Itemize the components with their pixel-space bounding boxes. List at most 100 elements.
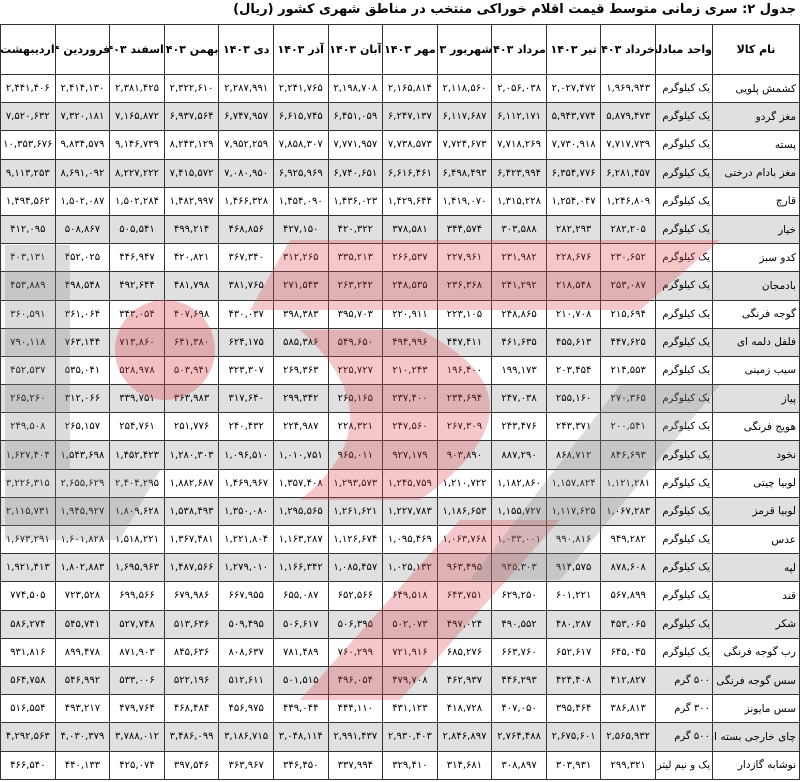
price-cell: ۲,۴۰۴,۲۹۵	[109, 468, 165, 498]
price-cell: ۳۸۶,۸۱۳	[600, 694, 656, 724]
price-cell: ۳۳۷,۹۹۴	[327, 750, 384, 780]
price-cell: ۲۲۷,۹۶۱	[436, 243, 493, 273]
price-cell: ۶۶۳,۷۶۰	[491, 637, 547, 667]
table-row: بادمجان یک کیلوگرم ۲۵۳,۰۸۷ ۲۱۸,۵۴۸ ۲۴۱,۲۹۲ ۲۳…	[0, 271, 800, 301]
item-unit: یک و نیم لیتر	[655, 750, 713, 780]
price-cell: ۲۳۰,۶۵۲	[600, 243, 656, 273]
item-unit: یک کیلوگرم	[655, 355, 713, 386]
price-cell: ۲۵۳,۰۸۷	[600, 271, 656, 301]
price-cell: ۱,۱۶۶,۳۴۲	[272, 553, 329, 583]
item-name: سس مایونز	[712, 694, 800, 724]
item-unit: یک کیلوگرم	[655, 243, 713, 273]
item-name: شکر	[712, 609, 800, 639]
price-cell: ۲۹۹,۳۴۲	[272, 384, 329, 414]
price-cell: ۶,۴۲۳,۹۹۴	[491, 158, 547, 188]
price-cell: ۱,۴۸۷,۵۶۶	[163, 553, 220, 583]
price-cell: ۱,۴۲۹,۶۴۴	[382, 186, 438, 216]
price-cell: ۵۲۲,۱۹۶	[163, 665, 220, 696]
price-cell: ۸۸۷,۲۹۰	[491, 440, 547, 470]
item-unit: ۳۰۰ گرم	[655, 694, 713, 724]
price-cell: ۳۳۹,۷۵۱	[109, 384, 165, 414]
table-row: سس مایونز ۳۰۰ گرم ۳۸۶,۸۱۳ ۳۹۵,۴۶۴ ۴۰۷,۰۵۰ ۴۱۸…	[0, 694, 800, 724]
price-cell: ۳۶۱,۰۶۴	[54, 299, 111, 329]
price-cell: ۶,۹۳۷,۵۶۴	[163, 102, 220, 132]
price-cell: ۵,۹۴۳,۷۷۴	[545, 102, 602, 132]
price-cell: ۲۶۳,۲۴۲	[327, 271, 384, 301]
price-cell: ۵۰۶,۳۹۵	[327, 609, 384, 639]
price-cell: ۴۵۶,۹۷۵	[218, 694, 274, 724]
price-cell: ۱,۹۴۵,۹۲۷	[54, 496, 111, 527]
price-cell: ۱,۰۶۷,۲۸۳	[600, 496, 656, 527]
price-cell: ۱,۲۹۳,۵۷۳	[327, 468, 384, 498]
item-name: رب گوجه فرنگی	[712, 637, 800, 667]
price-cell: ۸۴۵,۶۳۶	[163, 637, 220, 667]
price-cell: ۲۵۵,۱۶۰	[545, 384, 602, 414]
price-cell: ۲۳۴,۶۹۴	[436, 384, 493, 414]
price-cell: ۳,۴۸۶,۰۹۹	[163, 722, 220, 752]
price-cell: ۷,۷۱۸,۲۶۹	[491, 130, 547, 160]
item-unit: ۵۰۰ گرم	[655, 722, 713, 752]
price-cell: ۳۲۳,۳۰۷	[218, 355, 274, 386]
price-cell: ۱,۰۳۳,۰۰۱	[491, 524, 547, 555]
price-cell: ۵۶۴,۷۵۸	[0, 665, 56, 696]
price-cell: ۴۱۲,۰۹۵	[0, 214, 56, 245]
price-cell: ۸,۲۴۳,۱۲۹	[163, 130, 220, 160]
price-cell: ۱,۵۴۳,۶۹۸	[54, 440, 111, 470]
table-row: چای خارجی بسته ای ۵۰۰ گرم ۲,۵۶۵,۹۳۲ ۲,۶۷۵,۶…	[0, 722, 800, 752]
price-cell: ۵۳۵,۰۴۱	[54, 355, 111, 386]
price-cell: ۷,۱۶۵,۸۷۲	[109, 102, 165, 132]
column-header: فروردین ۱۴۰۴	[54, 24, 111, 75]
price-cell: ۲۶۵,۲۶۰	[0, 384, 56, 414]
item-name: پسته	[712, 130, 800, 160]
price-cell: ۵۴۵,۷۴۱	[54, 609, 111, 639]
price-cell: ۲۱۵,۶۹۴	[600, 299, 656, 329]
price-cell: ۱,۸۸۲,۶۸۷	[163, 468, 220, 498]
price-cell: ۴۹۶,۰۵۴	[327, 665, 384, 696]
price-cell: ۳۶۰,۵۹۱	[0, 299, 56, 329]
price-cell: ۴,۲۹۲,۵۶۳	[0, 722, 56, 752]
price-cell: ۲۶۶,۵۳۷	[382, 243, 438, 273]
item-name: هویج فرنگی	[712, 412, 800, 442]
price-cell: ۱,۲۵۴,۰۴۷	[545, 186, 602, 216]
price-cell: ۷۱۳,۸۶۰	[109, 327, 165, 357]
price-cell: ۲۴۱,۲۹۲	[491, 271, 547, 301]
price-cell: ۲۴۹,۵۰۸	[0, 412, 56, 442]
price-cell: ۱,۱۱۷,۶۲۵	[545, 496, 602, 527]
price-cell: ۵۰۹,۴۹۵	[218, 609, 274, 639]
price-cell: ۲۴۰,۴۳۲	[218, 412, 274, 442]
price-cell: ۱,۲۴۶,۸۰۹	[600, 186, 656, 216]
column-header: بهمن ۱۴۰۳	[163, 24, 220, 75]
item-name: عدس	[712, 524, 800, 555]
item-name: قارچ	[712, 186, 800, 216]
price-cell: ۱,۸۰۲,۸۸۳	[54, 553, 111, 583]
price-cell: ۱,۰۶۳,۷۶۸	[436, 524, 493, 555]
price-cell: ۴۹۷,۰۲۴	[436, 609, 493, 639]
column-header: مرداد ۱۴۰۳	[491, 24, 547, 75]
table-row: کدو سبز یک کیلوگرم ۲۳۰,۶۵۲ ۲۲۸,۶۷۶ ۲۳۱,۹۸۲ ۲۲…	[0, 243, 800, 273]
price-cell: ۴۳۰,۰۳۷	[218, 299, 274, 329]
column-header: اردیبهشت ۱۴۰۴	[0, 24, 56, 75]
item-name: مغز بادام درختی	[712, 158, 800, 188]
price-cell: ۹۶۳,۴۹۵	[436, 553, 493, 583]
price-cell: ۴۵۵,۶۱۳	[545, 327, 602, 357]
price-cell: ۱۰,۳۵۳,۶۷۶	[0, 130, 56, 160]
item-unit: یک کیلوگرم	[655, 440, 713, 470]
price-cell: ۴۹۸,۵۴۸	[54, 271, 111, 301]
price-cell: ۶,۶۱۵,۷۴۵	[272, 102, 329, 132]
price-cell: ۱۹۶,۴۰۰	[436, 355, 493, 386]
price-cell: ۷۶۰,۲۹۹	[327, 637, 384, 667]
price-cell: ۶,۲۸۱,۴۵۷	[600, 158, 656, 188]
table-row: رب گوجه فرنگی یک کیلوگرم ۶۴۵,۰۴۵ ۶۵۲,۶۱۷ ۶۶۳…	[0, 637, 800, 667]
price-cell: ۲,۳۸۱,۴۲۵	[109, 73, 165, 104]
item-unit: یک کیلوگرم	[655, 271, 713, 301]
price-cell: ۳۴۳,۰۵۴	[109, 299, 165, 329]
price-cell: ۱,۲۷۹,۰۱۰	[218, 553, 274, 583]
price-cell: ۴۶۱,۶۳۵	[491, 327, 547, 357]
item-name: فلفل دلمه ای	[712, 327, 800, 357]
item-unit: یک کیلوگرم	[655, 609, 713, 639]
price-cell: ۱,۲۸۰,۳۰۳	[163, 440, 220, 470]
price-cell: ۱,۰۸۵,۴۵۷	[327, 553, 384, 583]
price-cell: ۵۰۲,۰۷۳	[382, 609, 438, 639]
item-name: لپه	[712, 553, 800, 583]
price-cell: ۲۱۴,۵۵۳	[600, 355, 656, 386]
